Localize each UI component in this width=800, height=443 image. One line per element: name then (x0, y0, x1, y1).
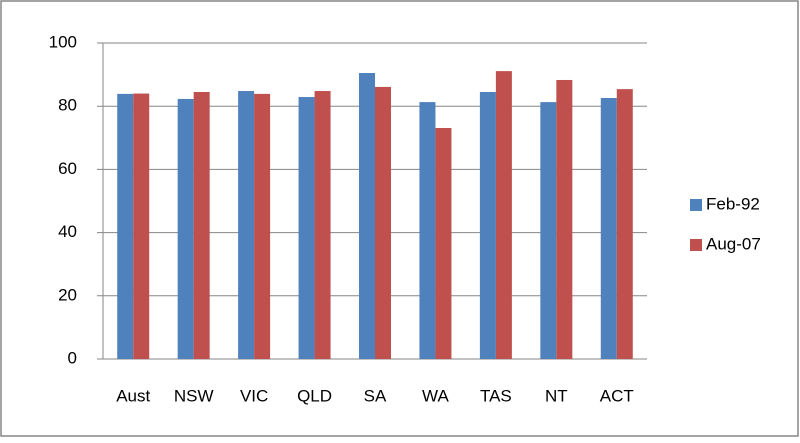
y-tick-label: 40 (58, 222, 77, 241)
y-tick-label: 60 (58, 159, 77, 178)
bar (254, 93, 271, 359)
bar (495, 71, 512, 360)
bar (419, 102, 436, 359)
bar (375, 86, 391, 359)
legend-swatch (690, 239, 702, 251)
bar (479, 91, 496, 359)
bar (133, 93, 150, 359)
x-tick-label: WA (422, 386, 449, 405)
y-tick-label: 0 (68, 348, 77, 367)
y-tick-label: 20 (58, 285, 77, 304)
bar (359, 73, 375, 360)
x-tick-label: NT (545, 386, 568, 405)
x-tick-label: SA (364, 386, 387, 405)
bar (556, 79, 573, 360)
x-tick-label: QLD (297, 386, 332, 405)
x-tick-label: TAS (480, 386, 512, 405)
y-tick-label: 80 (58, 96, 77, 115)
legend-label: Feb-92 (706, 194, 760, 213)
bar (298, 97, 315, 359)
bar (616, 89, 633, 360)
x-tick-label: ACT (600, 386, 634, 405)
y-tick-label: 100 (49, 32, 77, 51)
bar (314, 91, 331, 360)
legend-label: Aug-07 (706, 234, 761, 253)
bar (193, 91, 210, 359)
bar (540, 102, 557, 359)
legend-swatch (690, 199, 702, 211)
bar (600, 97, 617, 359)
x-tick-label: Aust (116, 386, 150, 405)
bar (238, 91, 255, 360)
x-tick-label: VIC (240, 386, 268, 405)
x-tick-label: NSW (174, 386, 214, 405)
bar (435, 128, 452, 359)
bar (177, 98, 194, 359)
bar (117, 93, 134, 359)
